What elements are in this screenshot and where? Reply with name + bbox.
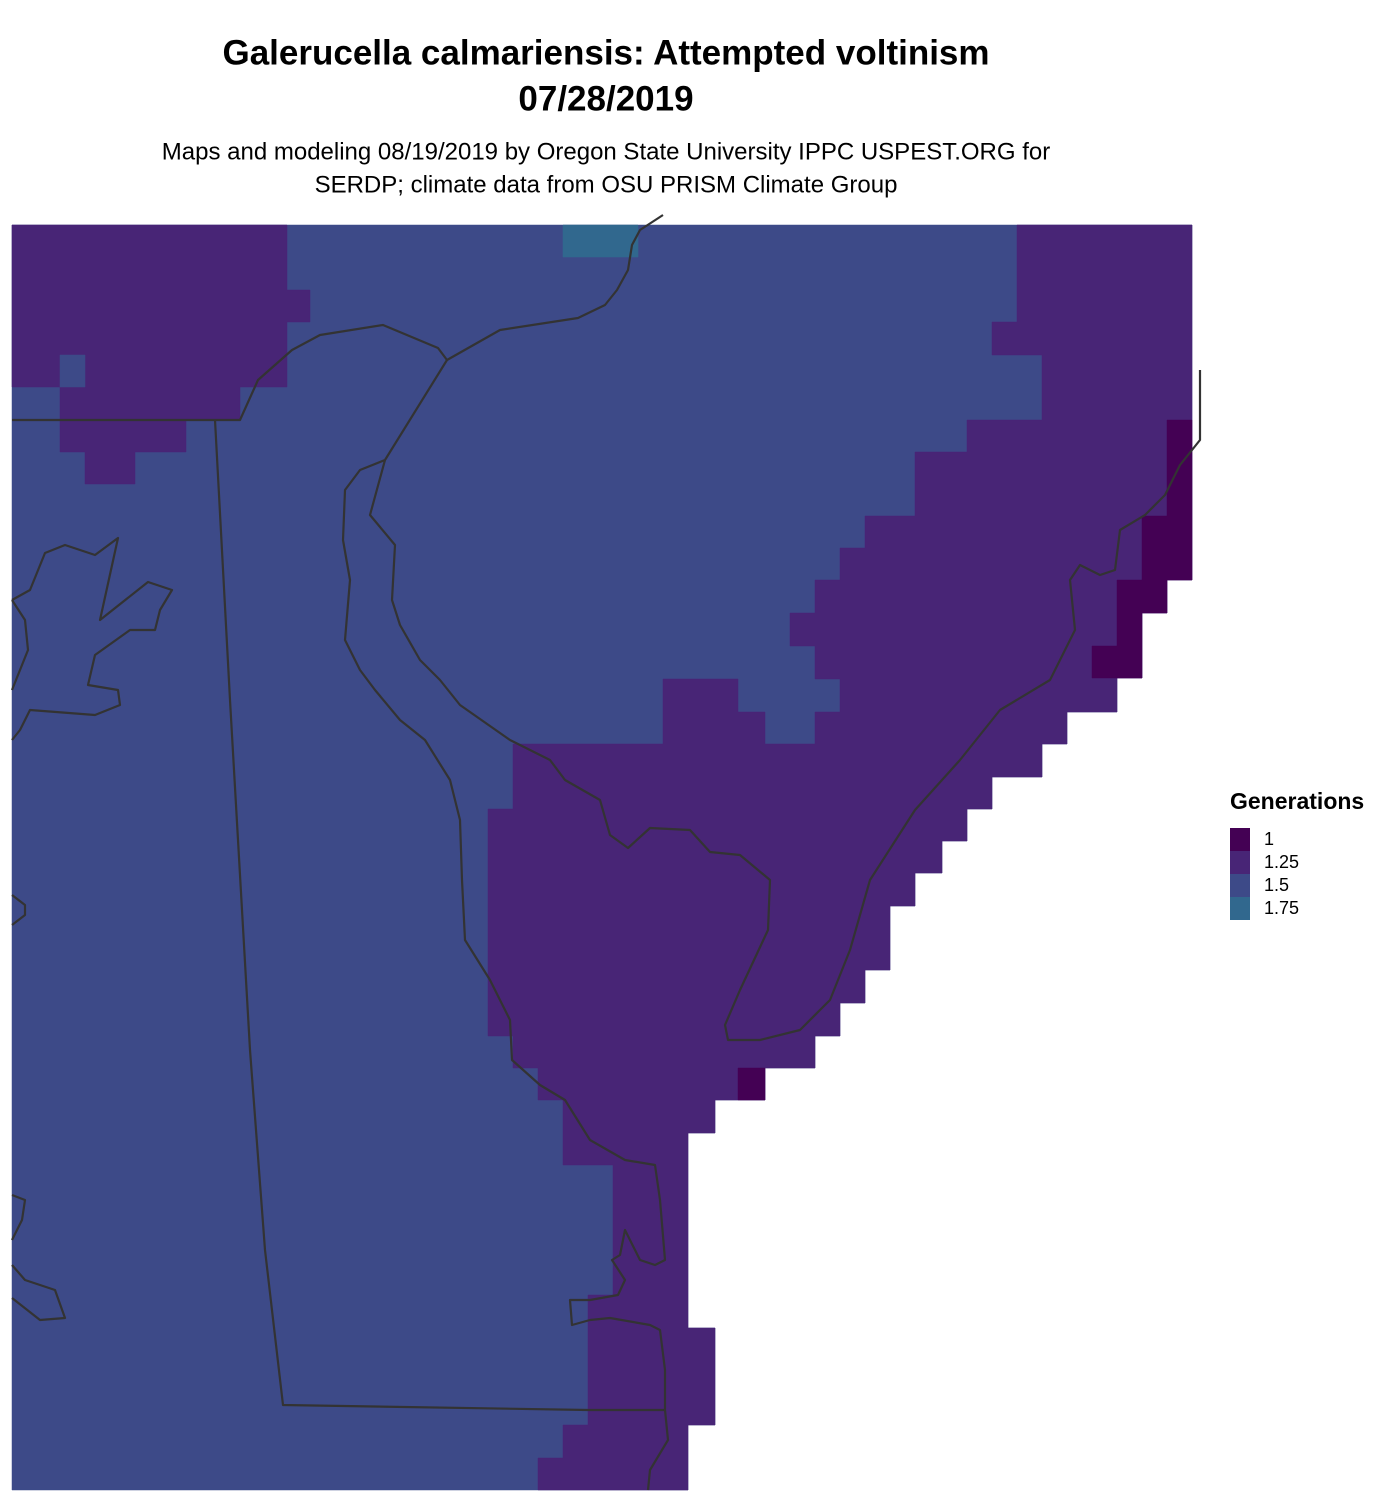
border-line [12,214,664,422]
raster-region [487,224,1193,1491]
coast-line [11,894,27,926]
legend-swatch [1230,874,1250,897]
raster-region [59,354,86,388]
legend-label: 1 [1264,829,1274,849]
raster-region [737,1067,766,1101]
legend-swatch [1230,897,1250,920]
raster-region [1091,419,1193,679]
river-line [368,370,1202,1042]
borders [10,214,1202,1491]
legend-title: Generations [1230,788,1364,814]
coast-line [11,1193,27,1241]
legend-label: 1.75 [1264,898,1299,918]
coast-line [11,1264,67,1322]
legend-swatch [1230,851,1250,874]
raster [11,224,1193,1491]
coast-line [10,599,30,691]
river-line [341,359,670,1491]
legend: 1 1.25 1.5 1.75 [1230,828,1299,920]
legend-swatch [1230,828,1250,851]
subtitle-line: SERDP; climate data from OSU PRISM Clima… [315,171,898,198]
legend-label: 1.5 [1264,875,1289,895]
subtitle-line: Maps and modeling 08/19/2019 by Oregon S… [162,138,1050,165]
legend-label: 1.25 [1264,852,1299,872]
raster-region [562,224,639,258]
border-line [213,419,665,1412]
coast-line [11,536,174,741]
map-title: Galerucella calmariensis: Attempted volt… [222,33,989,72]
map-date: 07/28/2019 [518,79,693,118]
